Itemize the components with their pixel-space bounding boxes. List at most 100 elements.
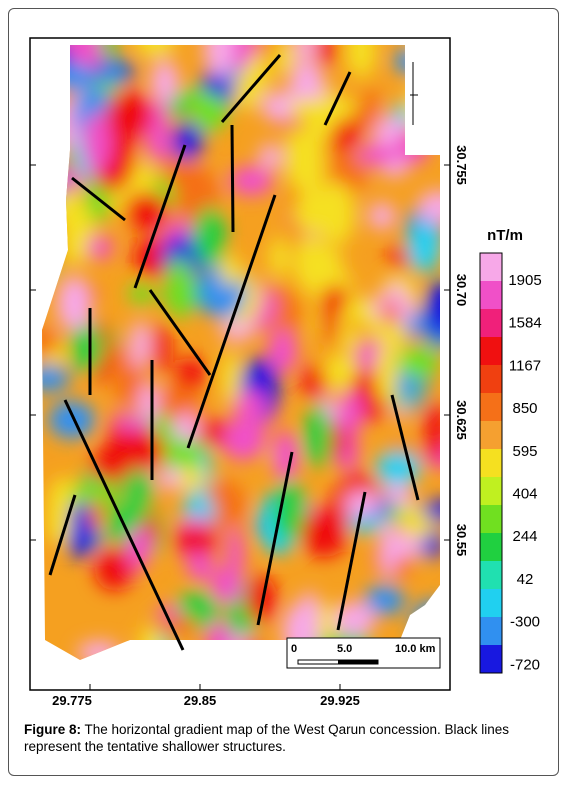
colorbar-swatch <box>480 561 502 590</box>
colorbar-label: 42 <box>517 571 534 588</box>
map-texture <box>364 584 405 616</box>
y-tick-label: 30.625 <box>454 400 469 440</box>
map-texture <box>338 298 379 322</box>
map-texture <box>172 525 218 555</box>
map-texture <box>94 547 134 591</box>
colorbar-swatch <box>480 253 502 282</box>
colorbar-label: 404 <box>512 486 537 503</box>
map-texture <box>302 364 326 401</box>
colorbar-swatch <box>480 281 502 310</box>
colorbar-label: 1584 <box>508 315 541 332</box>
map-texture <box>323 353 359 391</box>
map-texture <box>368 202 396 230</box>
north-arrow <box>410 62 418 125</box>
map-texture <box>293 189 336 235</box>
figure-frame <box>8 8 559 776</box>
colorbar-swatch <box>480 589 502 618</box>
scale-bar <box>338 660 378 664</box>
map-texture <box>321 285 348 314</box>
colorbar-label: 595 <box>512 443 537 460</box>
map-texture <box>398 345 440 380</box>
caption-label: Figure 8: <box>24 722 82 737</box>
colorbar-swatch <box>480 337 502 366</box>
map-texture <box>424 280 440 338</box>
map-texture <box>112 341 130 404</box>
caption-text: The horizontal gradient map of the West … <box>24 722 509 754</box>
colorbar-label: -300 <box>510 614 540 631</box>
map-texture <box>70 324 103 373</box>
colorbar-swatch <box>480 617 502 646</box>
map-texture <box>61 45 103 77</box>
map-texture <box>193 206 226 266</box>
map-texture <box>357 142 399 166</box>
map-texture <box>267 330 298 374</box>
map-texture <box>125 527 153 567</box>
gradient-map <box>42 45 440 660</box>
map-texture <box>294 236 329 292</box>
map-texture <box>273 45 294 74</box>
map-texture <box>151 615 198 636</box>
map-texture <box>165 256 193 320</box>
map-texture <box>245 575 277 624</box>
map-texture <box>42 327 59 357</box>
map-texture <box>130 320 151 369</box>
map-texture <box>171 122 204 160</box>
colorbar-swatch <box>480 449 502 478</box>
caption: Figure 8: The horizontal gradient map of… <box>24 721 554 755</box>
scale-label: 10.0 km <box>395 643 436 655</box>
colorbar-label: 1905 <box>508 272 541 289</box>
map-texture <box>135 45 175 58</box>
colorbar-swatch <box>480 505 502 534</box>
colorbar-swatch <box>480 533 502 562</box>
map-texture <box>191 92 228 132</box>
map-texture <box>361 86 380 134</box>
map-texture <box>88 497 105 530</box>
map-texture <box>346 45 376 78</box>
map-texture <box>417 190 440 223</box>
colorbar-label: 244 <box>512 528 537 545</box>
map-texture <box>204 45 235 77</box>
ticks <box>30 164 450 690</box>
map-texture <box>229 165 274 196</box>
map-texture <box>375 341 398 404</box>
x-tick-label: 29.85 <box>184 693 217 708</box>
colorbar-title: nT/m <box>487 227 523 244</box>
map-texture <box>269 237 289 278</box>
colorbar-label: 850 <box>512 400 537 417</box>
y-tick-label: 30.70 <box>454 274 469 307</box>
colorbar: 1905 1584 1167 850 595 404 244 42 -300 -720 <box>479 252 542 674</box>
colorbar-swatch <box>480 421 502 450</box>
map-texture <box>56 275 92 332</box>
y-tick-label: 30.755 <box>454 145 469 185</box>
map-texture <box>220 254 241 287</box>
map-texture <box>300 509 348 558</box>
colorbar-label: 1167 <box>509 357 541 374</box>
map-texture <box>333 601 376 638</box>
map-texture <box>382 298 399 327</box>
map-texture <box>237 389 266 422</box>
map-texture <box>220 416 266 461</box>
colorbar-swatch <box>480 393 502 422</box>
x-tick-label: 29.775 <box>52 693 92 708</box>
map-texture <box>338 391 363 437</box>
map-texture <box>106 423 127 475</box>
map-texture <box>81 112 112 173</box>
map-texture <box>166 94 189 118</box>
map-texture <box>420 499 440 521</box>
map-texture <box>316 45 337 66</box>
map-texture <box>294 45 316 62</box>
map-texture <box>128 282 155 304</box>
structure-lines <box>48 54 420 651</box>
map-texture <box>226 527 245 582</box>
map-texture <box>103 60 125 86</box>
map-texture <box>259 143 282 170</box>
colorbar-label: -720 <box>510 656 540 673</box>
colorbar-swatch <box>480 645 502 674</box>
scale-label: 0 <box>291 643 297 655</box>
map-texture <box>195 418 227 446</box>
map-texture <box>86 235 113 260</box>
map-texture <box>424 401 440 464</box>
map-texture <box>145 114 171 163</box>
